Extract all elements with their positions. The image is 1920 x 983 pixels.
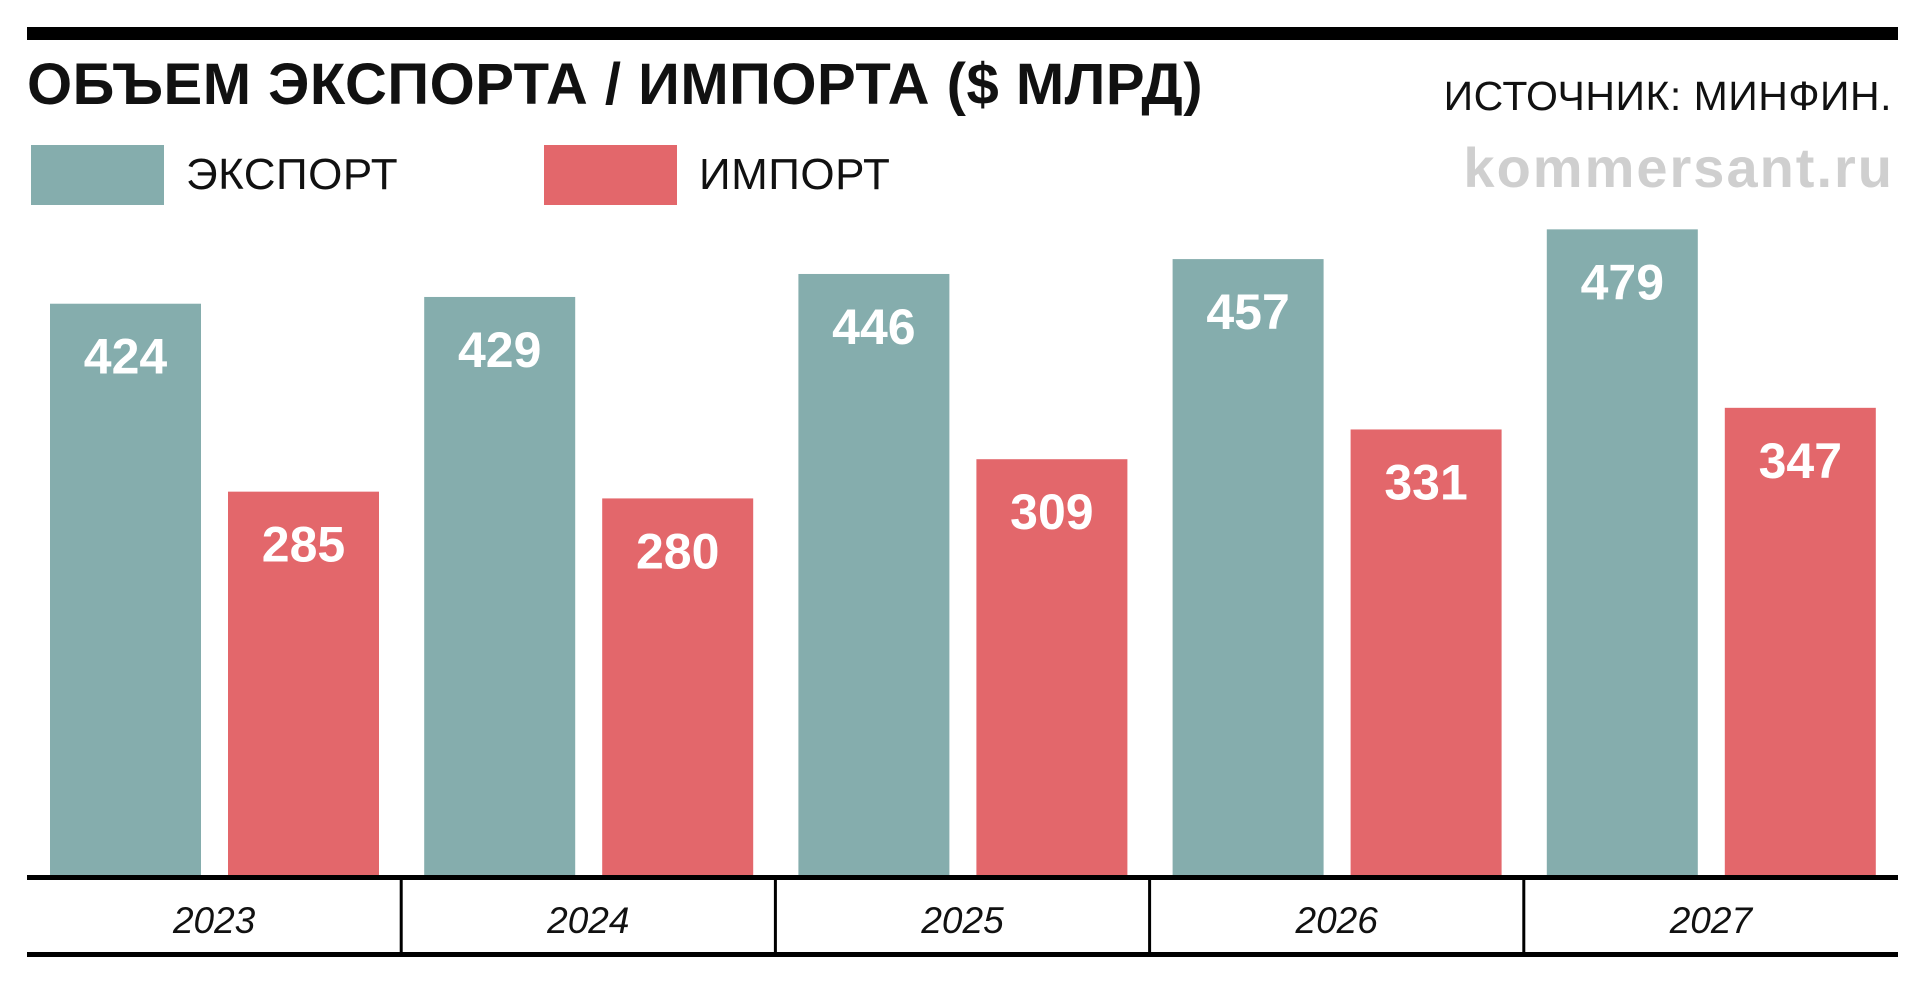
legend-label-export: ЭКСПОРТ — [186, 150, 399, 199]
source-note: ИСТОЧНИК: МИНФИН. — [1443, 73, 1892, 119]
legend-item-export: ЭКСПОРТ — [31, 145, 398, 205]
legend-item-import: ИМПОРТ — [544, 145, 890, 205]
x-tick-label-2027: 2027 — [1669, 900, 1754, 941]
bar-export-2027 — [1546, 229, 1698, 878]
bar-value-label-import-2027: 347 — [1759, 433, 1842, 489]
bar-export-2025 — [798, 273, 950, 877]
bar-value-label-export-2024: 429 — [458, 322, 541, 378]
bar-value-label-export-2025: 446 — [832, 299, 915, 355]
bar-import-2024 — [602, 498, 754, 877]
legend-swatch-export — [31, 145, 164, 205]
watermark: kommersant.ru — [1463, 136, 1894, 199]
bar-import-2025 — [976, 459, 1128, 877]
bottom-rule — [27, 952, 1898, 957]
bar-value-label-import-2025: 309 — [1010, 484, 1093, 540]
bar-import-2026 — [1350, 429, 1502, 877]
legend-swatch-import — [544, 145, 677, 205]
x-tick-label-2023: 2023 — [172, 900, 256, 941]
bar-import-2027 — [1724, 407, 1876, 877]
x-axis-baseline — [27, 875, 1898, 880]
bar-value-label-import-2024: 280 — [636, 523, 719, 579]
chart-title: ОБЪЕМ ЭКСПОРТА / ИМПОРТА ($ МЛРД) — [27, 52, 1204, 117]
bar-export-2023 — [50, 303, 201, 877]
x-tick-label-2024: 2024 — [546, 900, 629, 941]
bar-export-2026 — [1172, 259, 1324, 878]
x-tick-label-2026: 2026 — [1295, 900, 1379, 941]
bar-value-label-import-2026: 331 — [1384, 454, 1467, 510]
bar-value-label-export-2026: 457 — [1206, 284, 1289, 340]
top-rule — [27, 27, 1898, 40]
bar-import-2023 — [228, 491, 379, 877]
x-tick-label-2025: 2025 — [920, 900, 1004, 941]
bar-value-label-export-2027: 479 — [1581, 254, 1664, 310]
bar-value-label-export-2023: 424 — [84, 329, 168, 385]
legend-label-import: ИМПОРТ — [699, 150, 891, 199]
bar-export-2024 — [424, 296, 576, 877]
bar-value-label-import-2023: 285 — [262, 517, 345, 573]
